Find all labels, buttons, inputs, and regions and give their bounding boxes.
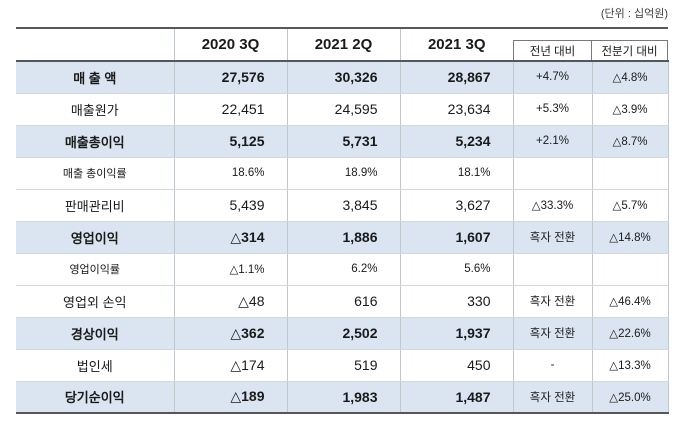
col-header-2020-3q: 2020 3Q — [174, 27, 288, 62]
value-2021-3q: 450 — [400, 349, 514, 382]
value-2020-3q: △48 — [174, 285, 288, 318]
value-2021-3q: 18.1% — [400, 157, 514, 190]
value-2021-2q: 30,326 — [287, 61, 401, 94]
value-2020-3q: 5,439 — [174, 189, 288, 222]
table-row: 매 출 액 27,576 30,326 28,867 +4.7% △4.8% — [16, 61, 669, 94]
row-label: 매 출 액 — [16, 61, 175, 94]
col-header-metric — [16, 27, 175, 62]
value-2021-3q: 1,607 — [400, 221, 514, 254]
table-body: 매 출 액 27,576 30,326 28,867 +4.7% △4.8% 매출원가 22,… — [16, 61, 669, 414]
value-2021-2q: 6.2% — [287, 253, 401, 286]
value-2020-3q: △189 — [174, 381, 288, 414]
row-label: 매출원가 — [16, 93, 175, 126]
value-qoq: △25.0% — [592, 381, 669, 414]
value-yoy: +5.3% — [513, 93, 593, 126]
value-2021-3q: 23,634 — [400, 93, 514, 126]
value-qoq: △46.4% — [592, 285, 669, 318]
table-row: 영업외 손익 △48 616 330 흑자 전환 △46.4% — [16, 285, 669, 318]
row-label: 매출 총이익률 — [16, 157, 175, 190]
row-label: 판매관리비 — [16, 189, 175, 222]
value-yoy: +2.1% — [513, 125, 593, 158]
value-2020-3q: △1.1% — [174, 253, 288, 286]
value-qoq: △13.3% — [592, 349, 669, 382]
table-row: 매출 총이익률 18.6% 18.9% 18.1% — [16, 157, 669, 190]
table-row: 판매관리비 5,439 3,845 3,627 △33.3% △5.7% — [16, 189, 669, 222]
value-2020-3q: 5,125 — [174, 125, 288, 158]
table-row: 영업이익 △314 1,886 1,607 흑자 전환 △14.8% — [16, 221, 669, 254]
value-qoq — [592, 157, 669, 190]
value-yoy: 흑자 전환 — [513, 317, 593, 350]
value-yoy — [513, 253, 593, 286]
value-2021-3q: 5.6% — [400, 253, 514, 286]
value-yoy — [513, 157, 593, 190]
value-2021-2q: 519 — [287, 349, 401, 382]
value-yoy: 흑자 전환 — [513, 285, 593, 318]
row-label: 법인세 — [16, 349, 175, 382]
table-row: 경상이익 △362 2,502 1,937 흑자 전환 △22.6% — [16, 317, 669, 350]
qoq-header-box: 전분기 대비 — [592, 40, 668, 60]
value-2021-2q: 18.9% — [287, 157, 401, 190]
value-yoy: - — [513, 349, 593, 382]
value-2021-2q: 5,731 — [287, 125, 401, 158]
value-2021-3q: 5,234 — [400, 125, 514, 158]
table-row: 매출총이익 5,125 5,731 5,234 +2.1% △8.7% — [16, 125, 669, 158]
value-yoy: 흑자 전환 — [513, 221, 593, 254]
value-yoy: +4.7% — [513, 61, 593, 94]
row-label: 당기순이익 — [16, 381, 175, 414]
yoy-header-box: 전년 대비 — [513, 40, 592, 60]
value-yoy: 흑자 전환 — [513, 381, 593, 414]
value-qoq — [592, 253, 669, 286]
value-2021-2q: 24,595 — [287, 93, 401, 126]
header-row: 2020 3Q 2021 2Q 2021 3Q 전년 대비 전분기 대비 — [16, 27, 668, 62]
value-2021-3q: 3,627 — [400, 189, 514, 222]
value-2020-3q: △314 — [174, 221, 288, 254]
value-2021-3q: 1,937 — [400, 317, 514, 350]
value-yoy: △33.3% — [513, 189, 593, 222]
table-row: 영업이익률 △1.1% 6.2% 5.6% — [16, 253, 669, 286]
value-qoq: △8.7% — [592, 125, 669, 158]
row-label: 경상이익 — [16, 317, 175, 350]
table-row: 법인세 △174 519 450- △13.3% — [16, 349, 669, 382]
value-qoq: △14.8% — [592, 221, 669, 254]
value-qoq: △3.9% — [592, 93, 669, 126]
value-qoq: △5.7% — [592, 189, 669, 222]
value-2021-3q: 28,867 — [400, 61, 514, 94]
table-row: 매출원가 22,451 24,595 23,634 +5.3% △3.9% — [16, 93, 669, 126]
value-2021-3q: 1,487 — [400, 381, 514, 414]
col-header-qoq: 전분기 대비 — [592, 27, 668, 62]
value-2020-3q: △362 — [174, 317, 288, 350]
value-2021-3q: 330 — [400, 285, 514, 318]
col-header-2021-3q: 2021 3Q — [400, 27, 513, 62]
col-header-yoy: 전년 대비 — [513, 27, 592, 62]
value-2021-2q: 1,983 — [287, 381, 401, 414]
value-2021-2q: 1,886 — [287, 221, 401, 254]
table-row: 당기순이익 △189 1,983 1,487 흑자 전환 △25.0% — [16, 381, 669, 414]
row-label: 영업외 손익 — [16, 285, 175, 318]
value-2020-3q: 18.6% — [174, 157, 288, 190]
value-2020-3q: 22,451 — [174, 93, 288, 126]
value-2021-2q: 616 — [287, 285, 401, 318]
row-label: 매출총이익 — [16, 125, 175, 158]
value-2021-2q: 2,502 — [287, 317, 401, 350]
value-2020-3q: △174 — [174, 349, 288, 382]
row-label: 영업이익 — [16, 221, 175, 254]
value-2021-2q: 3,845 — [287, 189, 401, 222]
col-header-2021-2q: 2021 2Q — [287, 27, 401, 62]
value-qoq: △22.6% — [592, 317, 669, 350]
unit-label: (단위 : 십억원) — [600, 8, 668, 20]
financial-table: 2020 3Q 2021 2Q 2021 3Q 전년 대비 전분기 대비 매 출… — [16, 27, 669, 414]
value-qoq: △4.8% — [592, 61, 669, 94]
value-2020-3q: 27,576 — [174, 61, 288, 94]
row-label: 영업이익률 — [16, 253, 175, 286]
